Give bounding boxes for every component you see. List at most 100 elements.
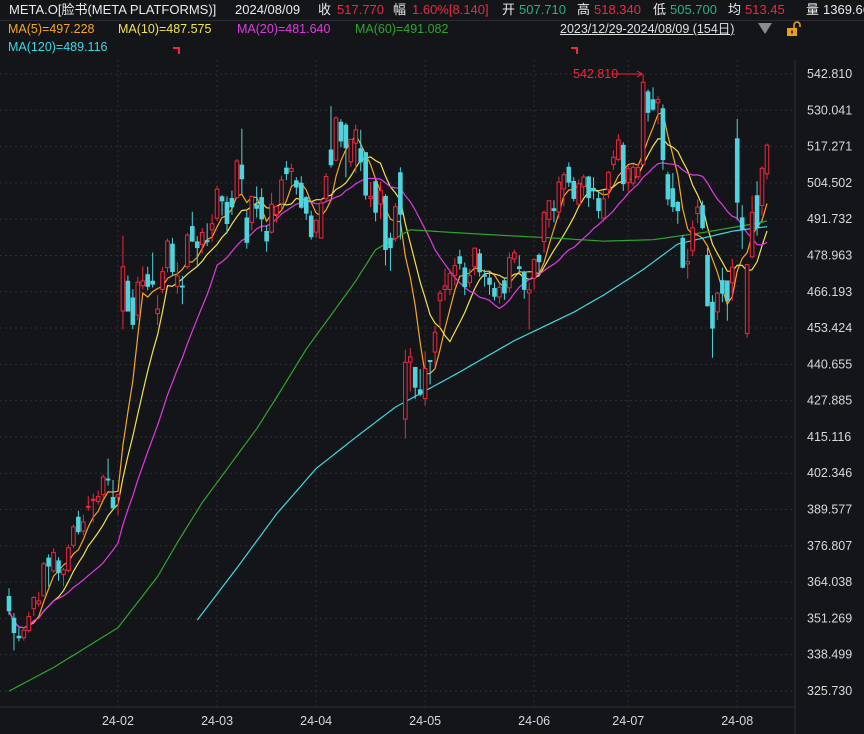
candle — [328, 106, 334, 168]
candle — [125, 275, 131, 312]
candle-body — [338, 121, 344, 142]
candle — [556, 176, 562, 219]
date-tick-label: 24-07 — [612, 714, 644, 728]
date-axis: 24-02 24-03 24-04 24-05 24-06 24-07 24-08 — [102, 714, 753, 728]
candle-body — [561, 174, 567, 190]
candle — [130, 289, 136, 330]
candle-body — [606, 171, 611, 191]
unlock-icon[interactable] — [786, 21, 802, 37]
candle — [739, 205, 745, 249]
candle — [41, 561, 46, 597]
candle — [620, 142, 626, 191]
candle-body — [353, 129, 359, 144]
candle-body — [725, 280, 730, 301]
candle-body — [705, 254, 710, 307]
candle — [368, 182, 373, 208]
candle — [46, 554, 51, 587]
candle-body — [125, 280, 131, 312]
candle — [710, 295, 715, 358]
date-range-selector[interactable]: 2023/12/29-2024/08/09 (154日) — [560, 22, 735, 36]
candle — [194, 236, 200, 267]
date-tick-label: 24-08 — [721, 714, 753, 728]
candle-body — [279, 179, 284, 205]
candle — [51, 548, 56, 573]
candle-body — [759, 167, 765, 207]
candle-body — [422, 368, 428, 400]
candle — [170, 237, 175, 276]
candle-body — [11, 617, 17, 634]
candle — [625, 165, 631, 192]
price-tick-label: 542.810 — [807, 67, 852, 81]
candle — [66, 544, 71, 573]
candle-body — [219, 196, 225, 202]
candle-body — [110, 496, 116, 509]
candle-body — [46, 557, 51, 567]
candle-body — [729, 266, 735, 284]
candle — [105, 458, 111, 486]
candle — [516, 255, 522, 274]
candle-body — [744, 264, 750, 335]
candle — [150, 252, 155, 288]
triangle-down-icon[interactable] — [758, 23, 772, 34]
candle-body — [368, 195, 373, 199]
candle — [586, 175, 591, 207]
candle — [477, 248, 482, 277]
candle-body — [650, 99, 656, 110]
candle-body — [685, 261, 690, 265]
candle — [264, 225, 269, 252]
legend-ma5: MA(5)=497.228 — [8, 22, 95, 36]
range-corner-marker — [571, 47, 578, 54]
candle-body — [427, 360, 433, 363]
candle — [189, 211, 195, 243]
price-tick-label: 453.424 — [807, 321, 852, 335]
candle-body — [348, 138, 354, 163]
quote-date: 2024/08/09 — [235, 2, 301, 17]
candle-body — [234, 160, 240, 199]
candle-body — [333, 117, 339, 161]
candle — [690, 220, 695, 257]
candle — [576, 179, 582, 205]
candle-body — [467, 275, 473, 284]
low-value: 505.700 — [670, 2, 717, 17]
candle-body — [239, 164, 245, 180]
candle — [526, 282, 532, 330]
candle-body — [417, 389, 423, 395]
date-tick-label: 24-02 — [102, 714, 134, 728]
candle-body — [51, 551, 56, 572]
candle-body — [313, 219, 319, 233]
candle — [323, 173, 329, 202]
candle — [432, 325, 438, 367]
candle — [313, 219, 319, 238]
ma-line-ma120 — [196, 226, 768, 621]
candle-body — [6, 595, 12, 612]
candle — [36, 591, 42, 607]
price-tick-label: 338.499 — [807, 648, 852, 662]
candle-body — [442, 285, 448, 290]
candle — [259, 188, 264, 232]
candle — [204, 223, 210, 247]
candle-body — [620, 144, 626, 185]
candle-body — [630, 166, 636, 184]
candle-body — [328, 149, 334, 166]
candle — [670, 172, 676, 213]
candle-body — [100, 476, 106, 496]
candle — [447, 269, 453, 296]
candle-body — [254, 204, 259, 209]
candle — [85, 496, 91, 511]
candle-body — [541, 212, 547, 243]
candle-body — [611, 156, 616, 165]
moving-average-lines — [8, 111, 768, 692]
candle-body — [66, 547, 71, 571]
candle-body — [616, 139, 621, 160]
candle-body — [303, 197, 309, 214]
range-corner-marker — [173, 47, 180, 54]
candle-body — [447, 273, 453, 290]
price-tick-label: 325.730 — [807, 684, 852, 698]
candle-body — [680, 237, 686, 268]
candle — [76, 510, 81, 535]
candle — [318, 199, 324, 239]
candle-body — [403, 361, 408, 420]
candle — [660, 104, 666, 170]
candle-body — [487, 277, 492, 285]
